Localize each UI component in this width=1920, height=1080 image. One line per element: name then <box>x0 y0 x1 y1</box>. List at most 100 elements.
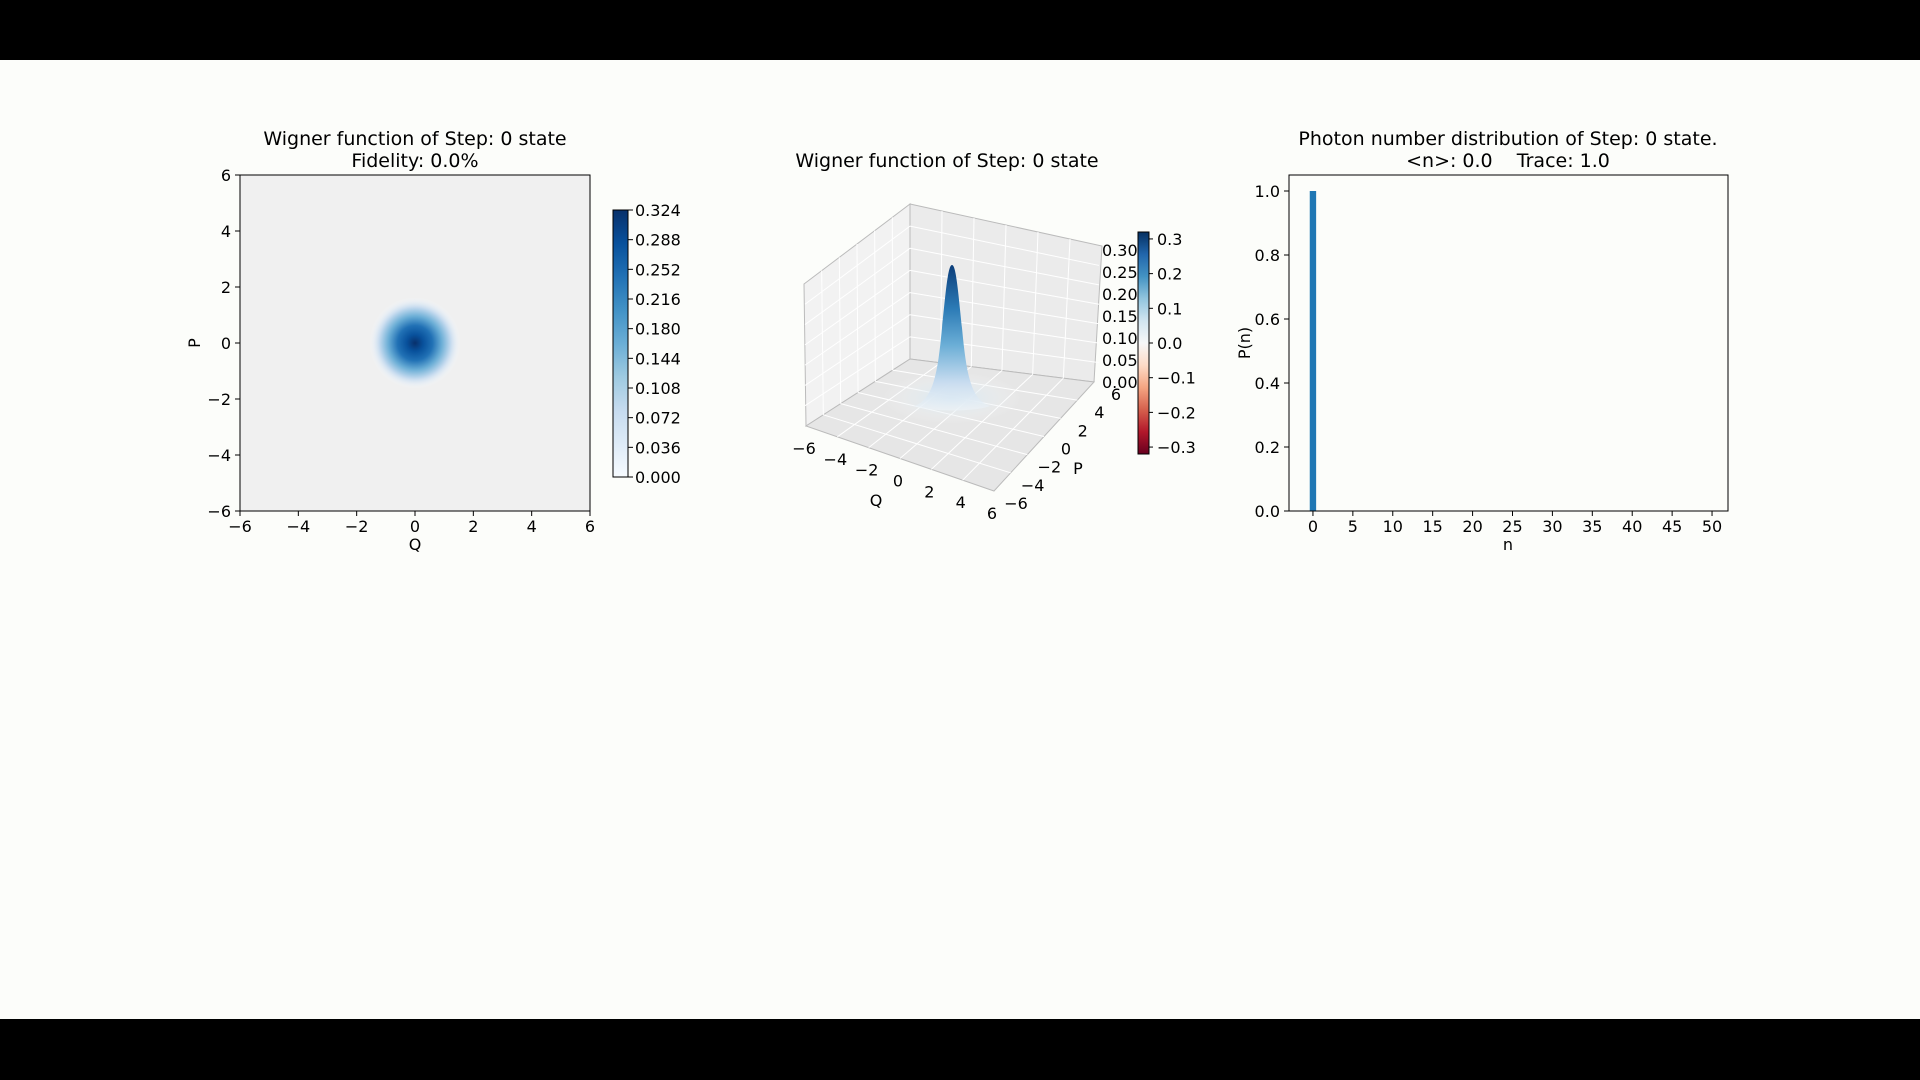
surface-wall-gridline <box>804 292 911 366</box>
bar-title: Photon number distribution of Step: 0 st… <box>1298 128 1717 150</box>
heatmap-peak-blob <box>369 297 461 389</box>
bar-frame <box>1288 174 1729 512</box>
wigner-heatmap-chart: Wigner function of Step: 0 state Fidelit… <box>185 128 681 554</box>
heatmap-colorbar-tick-label: 0.000 <box>635 468 681 487</box>
heatmap-y-tick-label: 0 <box>221 334 231 353</box>
surface-wall-gridline <box>970 217 975 367</box>
bar-subtitle: <n>: 0.0 Trace: 1.0 <box>1406 150 1610 172</box>
heatmap-colorbar-tick-label: 0.180 <box>635 320 681 339</box>
heatmap-xlabel: Q <box>409 535 422 554</box>
figure-canvas: Wigner function of Step: 0 state Fidelit… <box>0 60 1920 1019</box>
surface-z-tick-label: 0.15 <box>1102 307 1138 326</box>
surface-floor-gridline <box>962 377 1064 481</box>
photon-distribution-chart: Photon number distribution of Step: 0 st… <box>1235 128 1729 554</box>
surface-ylabel: P <box>1073 459 1083 478</box>
surface-wall-gridline <box>909 225 1100 266</box>
surface-wall-gridline <box>1032 231 1039 375</box>
bar-series <box>1309 191 1317 511</box>
bar-xlabel: n <box>1503 535 1513 554</box>
wigner-surface-chart: Wigner function of Step: 0 state −6−4−20… <box>792 150 1196 523</box>
heatmap-colorbar-tick-label: 0.036 <box>635 438 681 457</box>
bar-y-tick-label: 0.0 <box>1255 502 1280 521</box>
surface-x-tick-label: 2 <box>924 482 934 501</box>
surface-wall-gridline <box>1062 238 1071 379</box>
surface-colorbar-tick-label: −0.1 <box>1157 369 1196 388</box>
heatmap-x-tick-label: −2 <box>345 517 369 536</box>
surface-x-tick-label: 0 <box>893 472 903 491</box>
surface-wall-gridline <box>874 230 876 382</box>
surface-z-tick-label: 0.05 <box>1102 351 1138 370</box>
surface-y-tick-label: −6 <box>1004 494 1028 513</box>
surface-colorbar-tick-label: −0.2 <box>1157 403 1196 422</box>
heatmap-x-tick-label: 4 <box>527 517 537 536</box>
surface-x-ticks: −6 −4 −2 0 2 4 6 <box>792 439 997 523</box>
surface-wall-gridline <box>804 270 911 346</box>
surface-z-tick-label: 0.10 <box>1102 329 1138 348</box>
surface-wall-gridline <box>1001 224 1007 371</box>
bar-x-tick-label: 20 <box>1462 517 1482 536</box>
surface-colorbar-tick-label: 0.2 <box>1157 265 1182 284</box>
heatmap-y-tick-label: 6 <box>221 166 231 185</box>
bar-y-tick-label: 1.0 <box>1255 182 1280 201</box>
heatmap-colorbar <box>612 209 629 478</box>
surface-peak <box>914 265 990 411</box>
bar-n-0 <box>1309 191 1317 511</box>
heatmap-y-tick-label: 4 <box>221 222 231 241</box>
surface-z-tick-label: 0.00 <box>1102 373 1138 392</box>
heatmap-x-tick-label: 0 <box>410 517 420 536</box>
heatmap-colorbar-tick-label: 0.288 <box>635 231 681 250</box>
bar-x-tick-label: 45 <box>1662 517 1682 536</box>
heatmap-title: Wigner function of Step: 0 state <box>263 128 566 150</box>
surface-wall-gridline <box>838 257 842 404</box>
surface-x-tick-label: −6 <box>792 439 816 458</box>
bar-y-tick-label: 0.4 <box>1255 374 1280 393</box>
surface-colorbar-ticks: −0.3 −0.2 −0.1 0.0 0.1 0.2 0.3 <box>1149 230 1196 457</box>
surface-wall-gridline <box>909 247 1100 286</box>
bar-x-tick-label: 25 <box>1502 517 1522 536</box>
surface-y-tick-label: −2 <box>1038 458 1062 477</box>
surface-x-tick-label: −2 <box>855 461 879 480</box>
heatmap-x-tick-label: −4 <box>287 517 311 536</box>
heatmap-x-ticks: −6 −4 −2 0 2 4 6 <box>228 511 595 536</box>
surface-colorbar-tick-label: 0.0 <box>1157 334 1182 353</box>
bar-x-tick-label: 40 <box>1622 517 1642 536</box>
surface-x-tick-label: −4 <box>824 450 848 469</box>
bar-y-tick-label: 0.6 <box>1255 310 1280 329</box>
surface-title: Wigner function of Step: 0 state <box>795 150 1098 172</box>
heatmap-colorbar-tick-label: 0.108 <box>635 379 681 398</box>
heatmap-y-tick-label: −6 <box>207 502 231 521</box>
letterbox-bottom <box>0 1019 1920 1080</box>
surface-colorbar-tick-label: 0.1 <box>1157 299 1182 318</box>
bar-x-tick-label: 35 <box>1582 517 1602 536</box>
surface-colorbar <box>1137 231 1150 455</box>
surface-y-tick-label: 2 <box>1078 421 1088 440</box>
heatmap-colorbar-tick-label: 0.072 <box>635 409 681 428</box>
bar-y-tick-label: 0.2 <box>1255 438 1280 457</box>
surface-wall-gridline <box>804 314 911 386</box>
surface-wall-gridline <box>804 336 911 407</box>
surface-wall-gridline <box>940 210 943 363</box>
heatmap-colorbar-tick-label: 0.324 <box>635 201 681 220</box>
surface-colorbar-tick-label: −0.3 <box>1157 438 1196 457</box>
heatmap-colorbar-tick-label: 0.144 <box>635 349 681 368</box>
surface-wall-gridline <box>856 243 859 393</box>
surface-xlabel: Q <box>870 491 883 510</box>
heatmap-ylabel: P <box>185 338 204 348</box>
surface-y-tick-label: 0 <box>1061 440 1071 459</box>
bar-plot-area <box>1289 175 1728 511</box>
surface-z-ticks: 0.00 0.05 0.10 0.15 0.20 0.25 0.30 <box>1102 241 1138 392</box>
heatmap-x-tick-label: 2 <box>468 517 478 536</box>
surface-z-tick-label: 0.20 <box>1102 285 1138 304</box>
bar-x-tick-label: 50 <box>1702 517 1722 536</box>
surface-wall-gridline <box>909 314 1100 344</box>
surface-colorbar-tick-label: 0.3 <box>1157 230 1182 249</box>
heatmap-x-tick-label: 6 <box>585 517 595 536</box>
bar-x-tick-label: 15 <box>1422 517 1442 536</box>
heatmap-y-tick-label: 2 <box>221 278 231 297</box>
surface-wall-gridline <box>804 247 911 325</box>
surface-y-tick-label: −4 <box>1021 476 1045 495</box>
figure-svg: Wigner function of Step: 0 state Fidelit… <box>185 128 1729 554</box>
surface-wall-gridline <box>909 269 1100 305</box>
surface-z-tick-label: 0.30 <box>1102 241 1138 260</box>
